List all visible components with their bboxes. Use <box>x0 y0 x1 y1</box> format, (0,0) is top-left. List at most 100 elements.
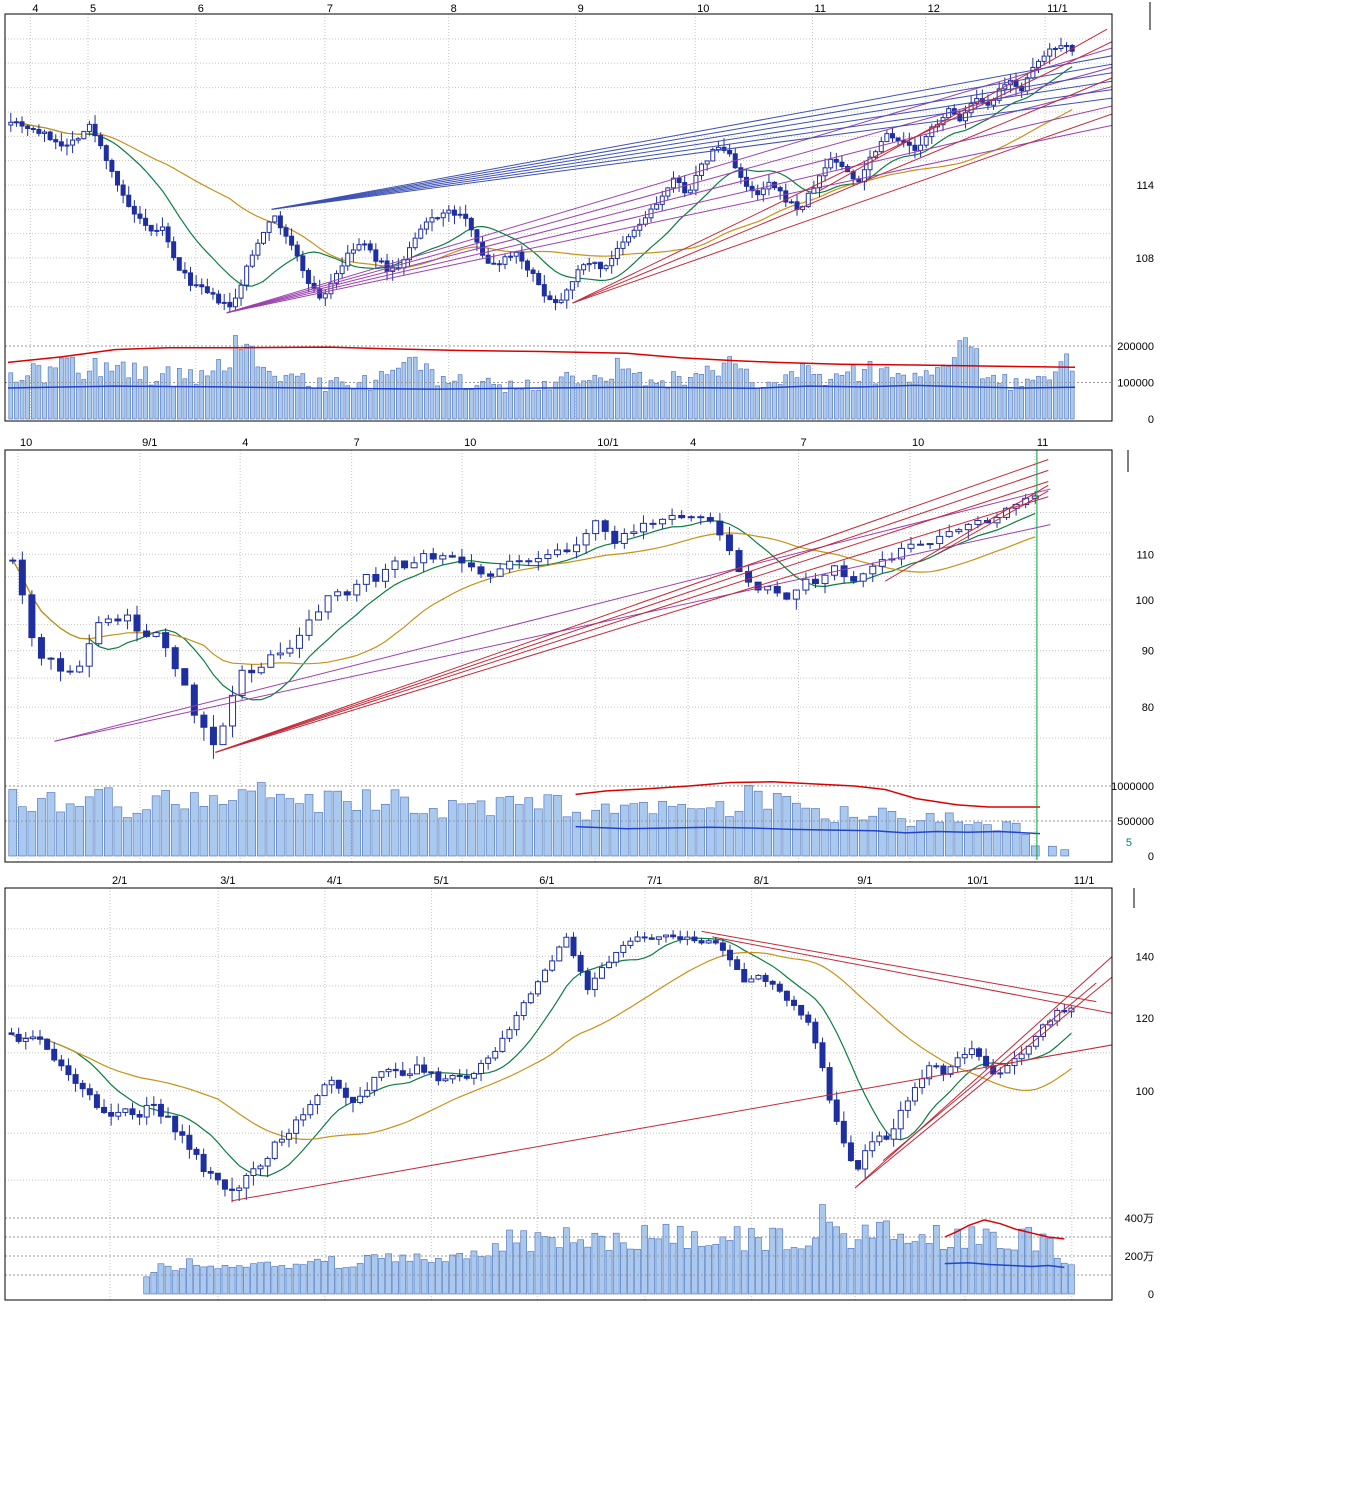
volume-axis-label: 400万 <box>1125 1213 1154 1225</box>
panel-border <box>4 887 1113 1301</box>
trendline[interactable] <box>271 97 1118 210</box>
trendline[interactable] <box>572 75 1117 304</box>
x-axis-label: 10 <box>912 437 924 449</box>
trendline[interactable] <box>818 28 1108 192</box>
volume-axis-label: 0 <box>1148 1289 1154 1301</box>
candlesticks <box>8 930 1075 1203</box>
trendline[interactable] <box>572 112 1117 304</box>
misc-axis-label: 5 <box>1126 837 1132 849</box>
x-axis-label: 6 <box>198 3 204 15</box>
x-axis-label: 7 <box>354 437 360 449</box>
trendline[interactable] <box>226 105 1118 314</box>
volume-bars <box>8 335 1075 420</box>
trendline[interactable] <box>226 46 1118 314</box>
long-daily-chart: 2/1 3/1 4/1 5/1 6/1 7/1 8/1 9/1 10/1 11/1 140 120 10… <box>4 875 1154 1301</box>
trendlines[interactable] <box>231 930 1128 1202</box>
trendline[interactable] <box>215 459 1049 753</box>
x-axis-label: 8 <box>451 3 457 15</box>
moving-average-line <box>11 951 1072 1141</box>
x-axis-label: 2/1 <box>112 875 127 887</box>
x-axis-labels: 2/1 3/1 4/1 5/1 6/1 7/1 8/1 9/1 10/1 11/1 <box>112 875 1094 887</box>
x-axis-label: 7 <box>801 437 807 449</box>
volume-gridlines <box>5 345 1112 383</box>
price-axis-label: 108 <box>1136 253 1154 265</box>
trendline[interactable] <box>215 481 1049 753</box>
trendline[interactable] <box>215 496 1049 753</box>
volume-gridlines <box>5 1217 1112 1276</box>
volume-bars <box>143 1204 1075 1295</box>
moving-average-line <box>10 66 1073 287</box>
x-axis-label: 7 <box>327 3 333 15</box>
trendline[interactable] <box>854 976 1112 1189</box>
y-axis-labels: 140 120 100 400万 200万 0 <box>1125 951 1154 1301</box>
x-axis-label: 11/1 <box>1074 875 1095 887</box>
x-axis-label: 5 <box>90 3 96 15</box>
trendline[interactable] <box>215 469 1049 753</box>
trendline[interactable] <box>226 124 1118 314</box>
y-axis-labels: 110 100 90 80 1000000 500000 0 5 <box>1111 549 1154 863</box>
price-axis-label: 140 <box>1136 951 1154 963</box>
x-axis-label: 4 <box>242 437 248 449</box>
trendline[interactable] <box>231 1042 1128 1202</box>
trendline[interactable] <box>854 955 1112 1189</box>
trendline[interactable] <box>882 982 1097 1162</box>
x-axis-label: 11 <box>1037 437 1048 449</box>
panel-border <box>4 13 1113 422</box>
trendline[interactable] <box>271 89 1118 210</box>
volume-axis-label: 0 <box>1148 851 1154 863</box>
x-axis-label: 9 <box>578 3 584 15</box>
x-axis-labels: 10 9/1 4 7 10 10/1 4 7 10 11 <box>20 437 1048 449</box>
trendline[interactable] <box>271 55 1118 210</box>
candlesticks <box>8 37 1075 313</box>
x-axis-label: 11 <box>815 3 826 15</box>
volume-bars <box>8 782 1070 857</box>
x-axis-labels: 4 5 6 7 8 9 10 11 12 11/1 <box>32 3 1067 15</box>
trendline[interactable] <box>712 936 1128 1017</box>
panel-border <box>4 449 1113 863</box>
trendline[interactable] <box>54 488 1051 742</box>
trendline[interactable] <box>271 63 1118 210</box>
price-axis-label: 110 <box>1136 549 1154 561</box>
volume-ma-line <box>575 781 1040 808</box>
volume-ma-line <box>7 346 1076 368</box>
trendline[interactable] <box>226 85 1118 314</box>
price-axis-label: 100 <box>1136 595 1154 607</box>
price-axis-label: 80 <box>1142 702 1154 714</box>
volume-ma-line <box>944 1219 1065 1240</box>
trendlines[interactable] <box>226 28 1118 314</box>
x-axis-label: 11/1 <box>1047 3 1068 15</box>
moving-average-line <box>10 108 1073 269</box>
trendline[interactable] <box>572 39 1117 304</box>
x-axis-label: 12 <box>928 3 940 15</box>
volume-ma-line <box>575 825 1041 835</box>
x-axis-label: 6/1 <box>539 875 554 887</box>
x-axis-label: 10/1 <box>967 875 988 887</box>
x-axis-label: 10 <box>697 3 709 15</box>
x-axis-label: 10 <box>20 437 32 449</box>
moving-average-line <box>12 512 1036 701</box>
volume-gridlines <box>5 785 1112 822</box>
volume-axis-label: 200万 <box>1125 1251 1154 1263</box>
trendline[interactable] <box>271 72 1118 210</box>
x-axis-label: 10/1 <box>597 437 618 449</box>
volume-axis-label: 500000 <box>1117 816 1154 828</box>
trendline[interactable] <box>226 66 1118 314</box>
x-axis-label: 10 <box>464 437 476 449</box>
price-axis-label: 90 <box>1142 646 1154 658</box>
x-axis-label: 9/1 <box>857 875 872 887</box>
trendline[interactable] <box>936 490 1049 555</box>
trendline[interactable] <box>271 80 1118 210</box>
moving-average-line <box>12 532 1036 666</box>
trendlines[interactable] <box>54 459 1051 753</box>
x-axis-label: 9/1 <box>142 437 157 449</box>
trendline[interactable] <box>54 524 1051 742</box>
trendline[interactable] <box>701 930 1097 1003</box>
x-axis-label: 3/1 <box>220 875 235 887</box>
trendline[interactable] <box>884 484 1049 582</box>
price-axis-label: 114 <box>1136 180 1154 192</box>
x-axis-label: 4/1 <box>327 875 342 887</box>
volume-axis-label: 200000 <box>1117 341 1154 353</box>
x-axis-label: 5/1 <box>434 875 449 887</box>
